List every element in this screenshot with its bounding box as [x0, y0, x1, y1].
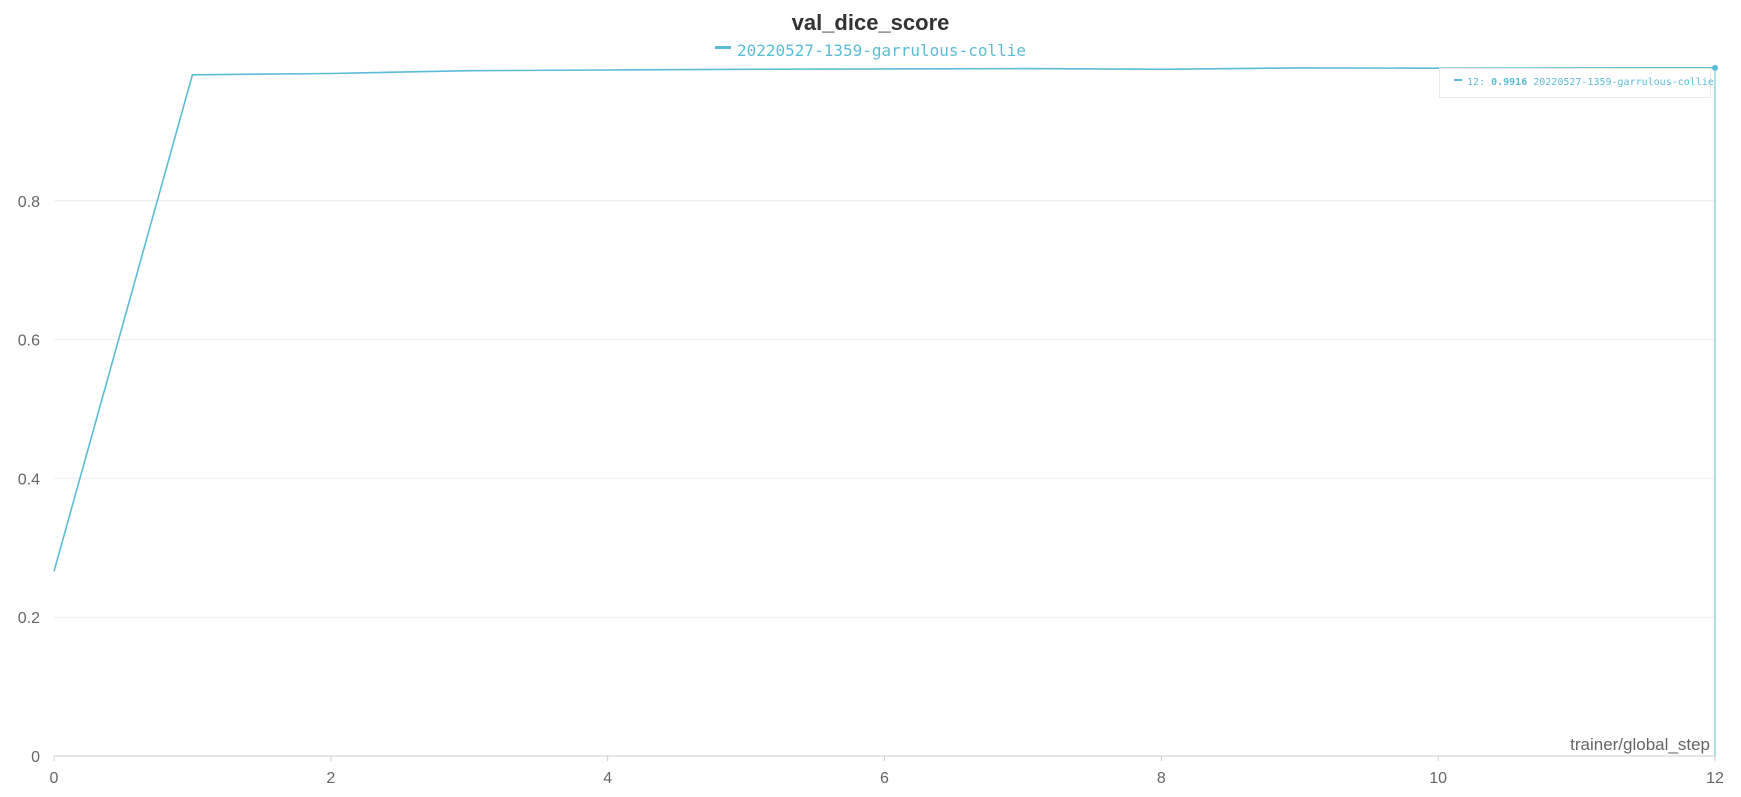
x-tick-label: 10: [1429, 770, 1447, 787]
y-tick-label: 0.6: [18, 333, 40, 350]
x-tick-label: 6: [880, 770, 889, 787]
y-tick-label: 0: [31, 749, 40, 766]
tooltip-series: 20220527-1359-garrulous-collie: [1533, 77, 1714, 88]
x-axis-title: trainer/global_step: [1570, 735, 1710, 754]
grid-layer: [54, 200, 1715, 618]
x-tick-label: 4: [603, 770, 612, 787]
x-tick-label: 12: [1706, 770, 1724, 787]
chart-title: val_dice_score: [791, 10, 950, 35]
series-line: [53, 67, 1716, 572]
y-tick-label: 0.2: [18, 610, 40, 627]
tooltip-swatch: [1454, 79, 1462, 81]
y-tick-label: 0.8: [18, 194, 40, 211]
legend-series-label: 20220527-1359-garrulous-collie: [737, 41, 1026, 60]
x-tick-label: 2: [326, 770, 335, 787]
tooltip-value: 0.9916: [1491, 77, 1528, 88]
legend-swatch: [715, 46, 731, 49]
hover-marker: [1712, 64, 1718, 71]
legend[interactable]: 20220527-1359-garrulous-collie: [0, 41, 1741, 60]
series-layer: [53, 64, 1718, 756]
x-tick-label: 8: [1157, 770, 1166, 787]
x-tick-label: 0: [50, 770, 59, 787]
hover-tooltip: 12: 0.9916 20220527-1359-garrulous-colli…: [1439, 68, 1714, 98]
y-tick-label: 0.4: [18, 471, 40, 488]
tooltip-step: 12:: [1467, 77, 1486, 88]
axis-layer: 0 0.2 0.4 0.6 0.8 0 2 4 6 8 10 12: [18, 194, 1724, 787]
